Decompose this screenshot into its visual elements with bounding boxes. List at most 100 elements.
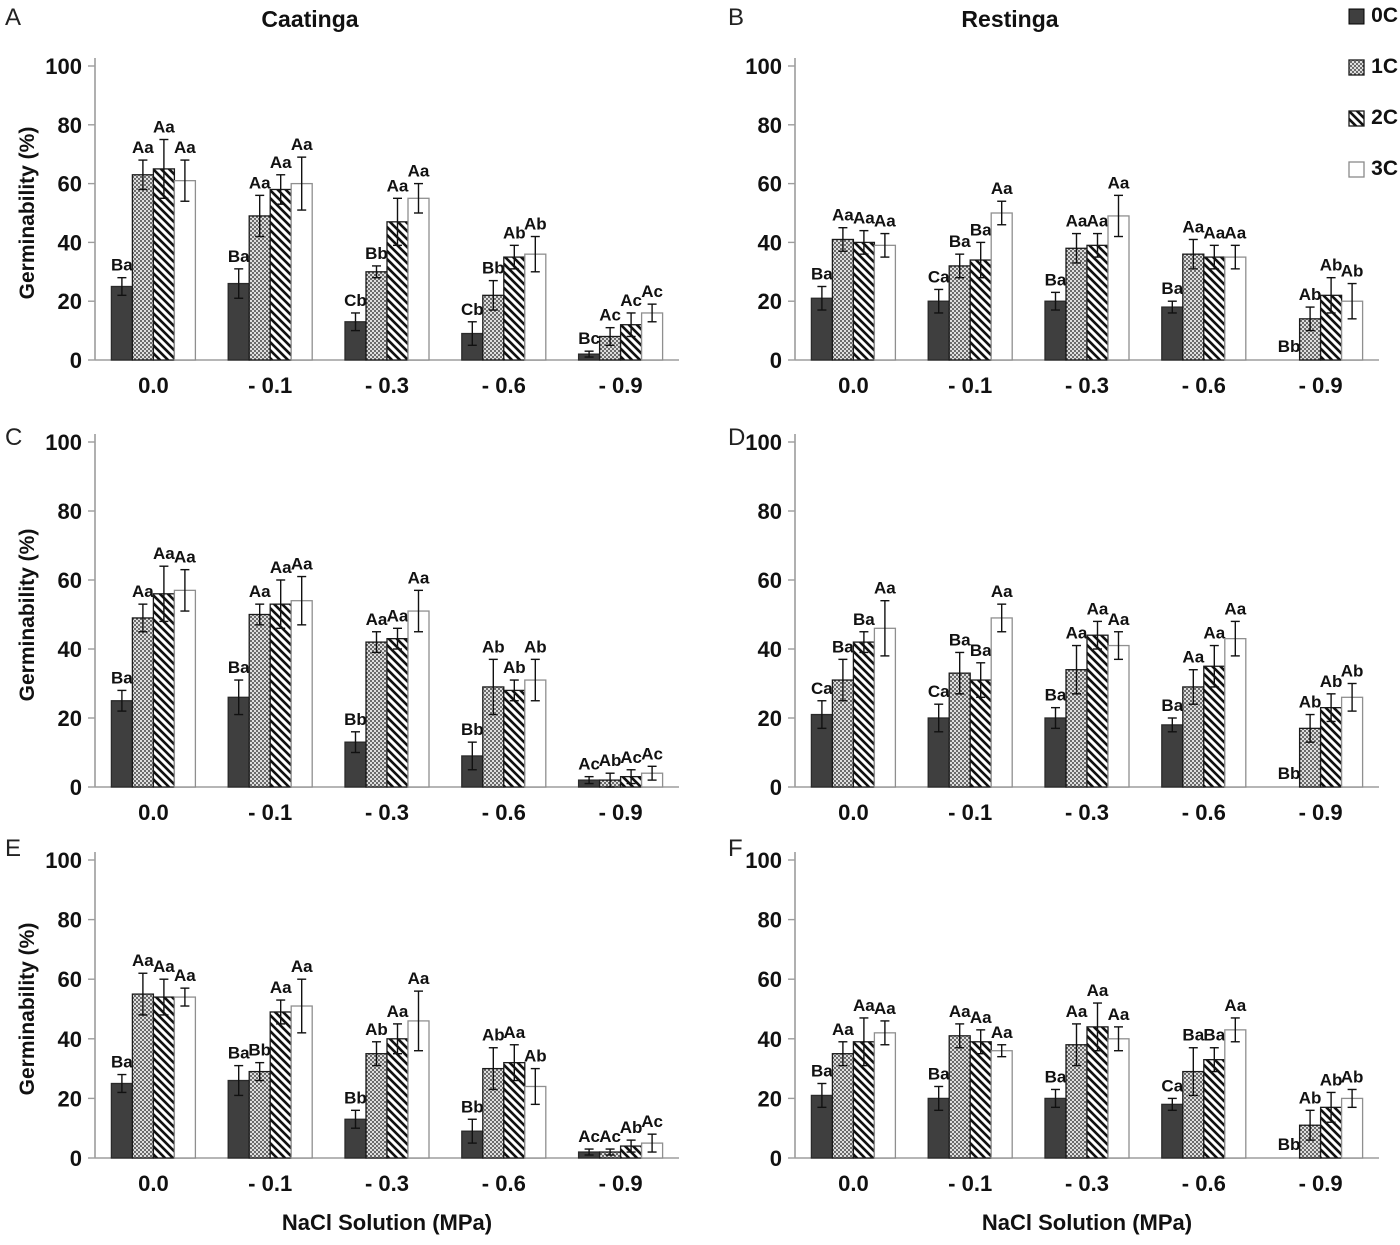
sig-label-3C-- 0.3: Aa — [1108, 610, 1130, 629]
panel-a: 0 20 40 60 80 100 0.0 Ba Aa Aa Aa - 0.1 Ba Aa Aa Aa - 0.… — [0, 0, 700, 410]
bar-2C-- 0.3 — [1086, 244, 1109, 361]
bar-2C-- 0.6 — [1203, 1059, 1226, 1159]
error-bar-2C-- 0.1 — [976, 662, 986, 698]
sig-label-0C-- 0.1: Ba — [928, 1064, 950, 1083]
error-bar-1C-0.0 — [838, 226, 848, 252]
bar-0C-0.0 — [110, 1082, 134, 1159]
error-bar-1C-- 0.1 — [955, 1023, 965, 1049]
bar-1C-0.0 — [131, 993, 155, 1159]
error-bar-3C-- 0.3 — [414, 182, 423, 214]
error-bar-2C-- 0.3 — [393, 197, 402, 247]
sig-label-2C-- 0.3: Aa — [387, 606, 409, 625]
bar-2C-- 0.3 — [1086, 634, 1109, 788]
error-bar-1C-- 0.1 — [255, 1061, 265, 1082]
panel-b: 0 20 40 60 80 100 0.0 Ba Aa Aa Aa - 0.1 Ca Ba Ba Aa - 0.… — [700, 0, 1400, 410]
y-tick-label: 60 — [58, 967, 82, 992]
legend-label: 3C — [1371, 157, 1398, 180]
sig-label-0C-- 0.3: Bb — [344, 710, 367, 729]
sig-label-1C-- 0.9: Ab — [599, 751, 622, 770]
y-tick-label: 40 — [758, 230, 782, 255]
error-bar-1C-- 0.1 — [255, 194, 265, 238]
sig-label-0C-- 0.6: Cb — [461, 300, 484, 319]
legend-item-3c: 3C — [1348, 157, 1398, 181]
legend-item-0c: 0C — [1348, 4, 1398, 28]
error-bar-1C-- 0.6 — [1188, 669, 1198, 705]
panel-d: 0 20 40 60 80 100 0.0 Ca Ba Ba Aa - 0.1 Ca Ba Ba Aa - 0.… — [700, 410, 1400, 825]
bar-1C-- 0.3 — [1065, 247, 1088, 361]
error-bar-0C-0.0 — [817, 285, 827, 311]
sig-label-0C-- 0.9: Bb — [1278, 764, 1301, 783]
sig-label-2C-- 0.9: Ab — [620, 1118, 643, 1137]
error-bar-2C-- 0.9 — [1326, 1091, 1336, 1123]
error-bar-2C-- 0.1 — [276, 174, 286, 205]
error-bar-3C-0.0 — [880, 1020, 890, 1046]
sig-label-3C-- 0.6: Aa — [1224, 996, 1246, 1015]
x-tick-label: - 0.9 — [599, 1171, 643, 1196]
error-bar-3C-- 0.1 — [997, 603, 1007, 633]
sig-label-0C-- 0.6: Ba — [1161, 696, 1183, 715]
sig-label-2C-- 0.6: Ba — [1203, 1026, 1225, 1045]
y-tick-label: 100 — [45, 848, 82, 873]
error-bar-1C-- 0.9 — [1305, 306, 1315, 332]
legend-item-2c: 2C — [1348, 106, 1398, 130]
sig-label-3C-- 0.6: Ab — [524, 637, 547, 656]
error-bar-2C-- 0.9 — [626, 769, 636, 785]
error-bar-1C-- 0.3 — [1072, 644, 1081, 695]
legend-swatch-white-icon — [1348, 160, 1365, 178]
sig-label-3C-- 0.6: Aa — [1224, 599, 1246, 618]
sig-label-2C-0.0: Ba — [853, 610, 875, 629]
sig-label-3C-- 0.1: Aa — [291, 957, 313, 976]
x-tick-label: - 0.9 — [1299, 800, 1343, 825]
legend-item-1c: 1C — [1348, 55, 1398, 79]
error-bar-1C-- 0.9 — [605, 326, 615, 346]
sig-label-3C-- 0.3: Aa — [408, 568, 430, 587]
panel-a-title: Caatinga — [261, 6, 359, 32]
bar-1C-- 0.1 — [948, 265, 971, 361]
y-tick-label: 40 — [758, 1027, 782, 1052]
y-tick-label: 40 — [58, 230, 82, 255]
x-tick-label: - 0.6 — [1182, 1171, 1226, 1196]
error-bar-3C-0.0 — [180, 568, 190, 612]
sig-label-2C-- 0.6: Aa — [1203, 223, 1225, 242]
x-tick-label: - 0.6 — [482, 800, 526, 825]
y-tick-label: 60 — [758, 172, 782, 197]
bar-1C-- 0.1 — [248, 1070, 271, 1159]
error-bar-3C-- 0.6 — [530, 1067, 540, 1106]
legend-label: 1C — [1371, 55, 1398, 78]
sig-label-1C-0.0: Aa — [832, 206, 854, 225]
bar-2C-0.0 — [852, 641, 876, 788]
panel-e: 0 20 40 60 80 100 0.0 Ba Aa Aa Aa - 0.1 Ba Bb Aa Aa - 0.… — [0, 825, 700, 1245]
error-bar-1C-- 0.1 — [955, 651, 965, 695]
error-bar-2C-0.0 — [159, 565, 169, 623]
bar-3C-- 0.1 — [990, 1050, 1013, 1159]
error-bar-1C-- 0.6 — [488, 1047, 498, 1091]
bar-3C-0.0 — [873, 244, 897, 361]
sig-label-3C-- 0.9: Ab — [1341, 1067, 1364, 1086]
sig-label-0C-- 0.1: Ba — [228, 247, 250, 266]
error-bar-2C-- 0.3 — [1093, 1002, 1102, 1052]
sig-label-3C-- 0.9: Ac — [641, 1112, 663, 1131]
error-bar-0C-- 0.3 — [1051, 1088, 1060, 1109]
error-bar-3C-0.0 — [880, 232, 890, 258]
sig-label-2C-- 0.1: Aa — [970, 1008, 992, 1027]
sig-label-2C-- 0.1: Aa — [270, 978, 292, 997]
error-bar-1C-0.0 — [138, 159, 148, 191]
error-bar-1C-- 0.3 — [1072, 232, 1081, 264]
error-bar-2C-- 0.9 — [1326, 693, 1336, 723]
sig-label-2C-- 0.6: Ab — [503, 658, 526, 677]
error-bar-1C-0.0 — [838, 658, 848, 702]
error-bar-0C-- 0.9 — [584, 1148, 594, 1156]
error-bar-1C-- 0.3 — [1072, 1023, 1081, 1067]
error-bar-3C-- 0.3 — [414, 589, 423, 633]
sig-label-2C-0.0: Aa — [853, 209, 875, 228]
sig-label-1C-- 0.9: Ab — [1299, 1088, 1322, 1107]
sig-label-1C-- 0.3: Aa — [366, 610, 388, 629]
error-bar-3C-0.0 — [880, 599, 890, 657]
error-bar-0C-- 0.9 — [584, 350, 594, 358]
y-tick-label: 100 — [45, 430, 82, 455]
sig-label-3C-- 0.6: Ab — [524, 1047, 547, 1066]
bar-2C-- 0.6 — [503, 689, 526, 788]
error-bar-0C-0.0 — [817, 1082, 827, 1109]
